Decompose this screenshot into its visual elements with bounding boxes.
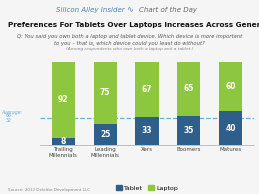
Text: 8: 8 — [61, 137, 66, 146]
Bar — [52, 62, 75, 138]
Text: 66: 66 — [6, 113, 12, 118]
Bar — [135, 117, 159, 145]
Text: Preferences For Tablets Over Laptops Increases Across Generations: Preferences For Tablets Over Laptops Inc… — [8, 22, 259, 28]
Text: Source: 2012 Deloitte Development LLC: Source: 2012 Deloitte Development LLC — [8, 188, 90, 192]
Text: 67: 67 — [142, 85, 152, 94]
Text: (Among respondents who own both a laptop and a tablet.): (Among respondents who own both a laptop… — [66, 47, 193, 51]
Text: 92: 92 — [58, 95, 68, 104]
Text: Silicon Alley Insider: Silicon Alley Insider — [56, 7, 125, 13]
Bar — [93, 62, 117, 124]
Bar — [177, 116, 200, 145]
Bar — [52, 138, 75, 145]
Text: 65: 65 — [184, 84, 194, 93]
Legend: Tablet, Laptop: Tablet, Laptop — [113, 183, 181, 193]
Bar — [93, 124, 117, 145]
Text: 35: 35 — [184, 126, 194, 135]
Text: 33: 33 — [142, 126, 152, 135]
Text: Chart of the Day: Chart of the Day — [139, 7, 197, 13]
Text: ∿: ∿ — [126, 6, 133, 15]
Text: 60: 60 — [226, 82, 236, 91]
Bar — [177, 62, 200, 116]
Bar — [219, 62, 242, 112]
Text: to you – that is, which device could you least do without?: to you – that is, which device could you… — [54, 41, 205, 46]
Text: 32: 32 — [6, 118, 12, 123]
Text: 75: 75 — [100, 88, 110, 97]
Text: Q: You said you own both a laptop and tablet device. Which device is more import: Q: You said you own both a laptop and ta… — [17, 34, 242, 39]
Text: 40: 40 — [226, 124, 236, 133]
Text: Average:: Average: — [1, 110, 23, 115]
Bar — [219, 112, 242, 145]
Text: 25: 25 — [100, 130, 110, 139]
Bar — [135, 62, 159, 117]
